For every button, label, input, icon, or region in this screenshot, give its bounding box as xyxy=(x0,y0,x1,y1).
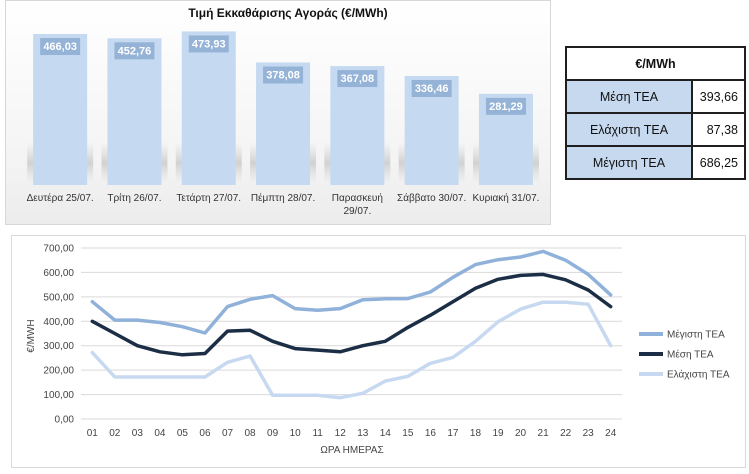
y-tick-label: 400,00 xyxy=(43,317,74,328)
legend-label: Μέγιστη ΤΕΑ xyxy=(667,329,725,341)
x-tick-label: 19 xyxy=(492,428,504,439)
bar xyxy=(181,31,236,185)
bar-value-label: 367,08 xyxy=(341,73,375,85)
x-tick-label: 24 xyxy=(605,428,617,439)
x-tick-label: 15 xyxy=(402,428,414,439)
bar-value-label-bg xyxy=(114,42,155,60)
y-axis-title: €/MWH xyxy=(26,319,37,352)
x-tick-label: 10 xyxy=(290,428,302,439)
bar-value-label: 281,29 xyxy=(489,101,523,113)
y-tick-label: 700,00 xyxy=(43,244,74,255)
x-tick-label: 23 xyxy=(583,428,595,439)
bar-category-label: Σάββατο 30/07. xyxy=(397,192,466,204)
y-tick-label: 500,00 xyxy=(43,292,74,303)
bar-value-label-bg xyxy=(337,70,378,88)
daily-price-bar-chart: Τιμή Εκκαθάρισης Αγοράς (€/MWh) 466,03 Δε… xyxy=(5,0,551,225)
x-tick-label: 20 xyxy=(515,428,527,439)
x-tick-label: 09 xyxy=(267,428,279,439)
hourly-price-line-chart: 0,00 100,00 200,00 300,00 400,00 500,00 600,00… xyxy=(11,235,746,468)
x-tick-label: 16 xyxy=(425,428,437,439)
bar-value-label: 452,76 xyxy=(118,45,152,57)
x-tick-label: 08 xyxy=(245,428,257,439)
x-tick-label: 17 xyxy=(447,428,459,439)
series-line xyxy=(90,300,613,400)
y-tick-label: 600,00 xyxy=(43,268,74,279)
x-tick-label: 07 xyxy=(222,428,234,439)
x-tick-label: 02 xyxy=(109,428,121,439)
table-row: Μέγιστη ΤΕΑ 686,25 xyxy=(565,145,746,180)
stats-table-header: €/MWh xyxy=(565,46,746,81)
bar xyxy=(33,34,88,185)
x-tick-label: 05 xyxy=(177,428,189,439)
x-tick-label: 06 xyxy=(199,428,211,439)
bar-value-label-bg xyxy=(188,35,229,53)
bar-value-label: 466,03 xyxy=(43,41,77,53)
x-tick-label: 18 xyxy=(470,428,482,439)
bar-category-label: Κυριακή 31/07. xyxy=(472,192,539,204)
x-tick-label: 01 xyxy=(87,428,99,439)
bar-category-label: Παρασκευή xyxy=(332,192,383,204)
stat-label-mean: Μέση ΤΕΑ xyxy=(565,79,693,114)
stat-value-mean: 393,66 xyxy=(691,79,746,114)
stat-label-min: Ελάχιστη ΤΕΑ xyxy=(565,112,693,147)
bar-value-label-bg xyxy=(485,97,526,115)
bar-category-label: Πέμπτη 28/07. xyxy=(251,192,315,204)
bar-category-label: Δευτέρα 25/07. xyxy=(27,192,94,204)
bar-category-label: 29/07. xyxy=(343,206,371,217)
bar-chart-svg: Τιμή Εκκαθάρισης Αγοράς (€/MWh) 466,03 Δε… xyxy=(27,6,540,217)
bar-value-label-bg xyxy=(263,66,304,84)
y-tick-label: 100,00 xyxy=(43,390,74,401)
x-tick-label: 13 xyxy=(357,428,369,439)
table-row: Ελάχιστη ΤΕΑ 87,38 xyxy=(565,112,746,147)
y-tick-label: 0,00 xyxy=(55,415,75,426)
price-stats-table: €/MWh Μέση ΤΕΑ 393,66 Ελάχιστη ΤΕΑ 87,38… xyxy=(565,46,746,180)
stat-value-min: 87,38 xyxy=(691,112,746,147)
line-chart-svg: 0,00 100,00 200,00 300,00 400,00 500,00 600,00… xyxy=(26,244,730,457)
bar-value-label-bg xyxy=(411,79,452,97)
x-tick-label: 11 xyxy=(312,428,323,439)
bar-value-label: 473,93 xyxy=(192,38,226,50)
bar-value-label: 378,08 xyxy=(266,70,300,82)
x-tick-label: 22 xyxy=(560,428,572,439)
stat-value-max: 686,25 xyxy=(691,145,746,180)
x-tick-label: 03 xyxy=(132,428,144,439)
legend-label: Ελάχιστη ΤΕΑ xyxy=(667,369,730,381)
stat-label-max: Μέγιστη ΤΕΑ xyxy=(565,145,693,180)
x-tick-label: 21 xyxy=(538,428,550,439)
y-tick-label: 300,00 xyxy=(43,341,74,352)
bar-category-label: Τρίτη 26/07. xyxy=(107,192,161,204)
y-tick-label: 200,00 xyxy=(43,366,74,377)
bar xyxy=(107,38,162,186)
table-row: Μέση ΤΕΑ 393,66 xyxy=(565,79,746,114)
series-line xyxy=(90,272,613,357)
x-tick-label: 14 xyxy=(380,428,392,439)
bar-chart-title: Τιμή Εκκαθάρισης Αγοράς (€/MWh) xyxy=(188,6,387,20)
x-tick-label: 04 xyxy=(154,428,166,439)
x-axis-title: ΩΡΑ ΗΜΕΡΑΣ xyxy=(320,445,383,456)
bar-value-label-bg xyxy=(40,38,81,56)
x-tick-label: 12 xyxy=(335,428,347,439)
bar-category-label: Τετάρτη 27/07. xyxy=(176,192,241,204)
series-line xyxy=(90,249,613,335)
bar-value-label: 336,46 xyxy=(415,83,449,95)
legend-label: Μέση ΤΕΑ xyxy=(667,349,714,361)
